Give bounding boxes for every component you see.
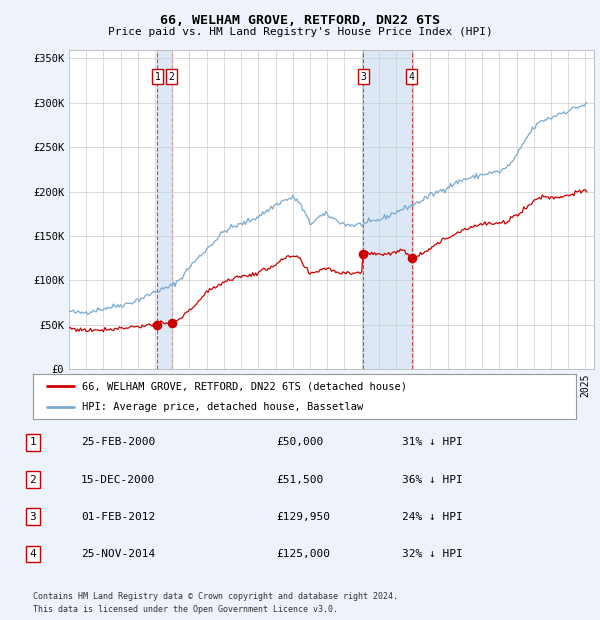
Point: [167, 318, 176, 328]
Text: 1: 1: [155, 72, 160, 82]
Text: 32% ↓ HPI: 32% ↓ HPI: [402, 549, 463, 559]
Text: 15-DEC-2000: 15-DEC-2000: [81, 474, 155, 485]
Text: 4: 4: [409, 72, 415, 82]
Point: [152, 319, 162, 329]
Bar: [157, 50, 172, 369]
Text: 31% ↓ HPI: 31% ↓ HPI: [402, 437, 463, 448]
Text: 4: 4: [29, 549, 37, 559]
Point: [358, 249, 368, 259]
Text: £51,500: £51,500: [276, 474, 323, 485]
Text: 66, WELHAM GROVE, RETFORD, DN22 6TS: 66, WELHAM GROVE, RETFORD, DN22 6TS: [160, 14, 440, 27]
Text: 2: 2: [29, 474, 37, 485]
Text: HPI: Average price, detached house, Bassetlaw: HPI: Average price, detached house, Bass…: [82, 402, 363, 412]
Text: 01-FEB-2012: 01-FEB-2012: [81, 512, 155, 522]
Text: 25-NOV-2014: 25-NOV-2014: [81, 549, 155, 559]
Text: This data is licensed under the Open Government Licence v3.0.: This data is licensed under the Open Gov…: [33, 604, 338, 614]
Text: 2: 2: [169, 72, 175, 82]
Text: 3: 3: [29, 512, 37, 522]
Text: £125,000: £125,000: [276, 549, 330, 559]
Text: 36% ↓ HPI: 36% ↓ HPI: [402, 474, 463, 485]
Text: 1: 1: [29, 437, 37, 448]
Text: 25-FEB-2000: 25-FEB-2000: [81, 437, 155, 448]
Text: 66, WELHAM GROVE, RETFORD, DN22 6TS (detached house): 66, WELHAM GROVE, RETFORD, DN22 6TS (det…: [82, 381, 407, 391]
Text: Price paid vs. HM Land Registry's House Price Index (HPI): Price paid vs. HM Land Registry's House …: [107, 27, 493, 37]
Bar: [363, 50, 412, 369]
Text: Contains HM Land Registry data © Crown copyright and database right 2024.: Contains HM Land Registry data © Crown c…: [33, 592, 398, 601]
Text: £129,950: £129,950: [276, 512, 330, 522]
Text: 24% ↓ HPI: 24% ↓ HPI: [402, 512, 463, 522]
Text: 3: 3: [360, 72, 366, 82]
Point: [407, 253, 416, 263]
Text: £50,000: £50,000: [276, 437, 323, 448]
